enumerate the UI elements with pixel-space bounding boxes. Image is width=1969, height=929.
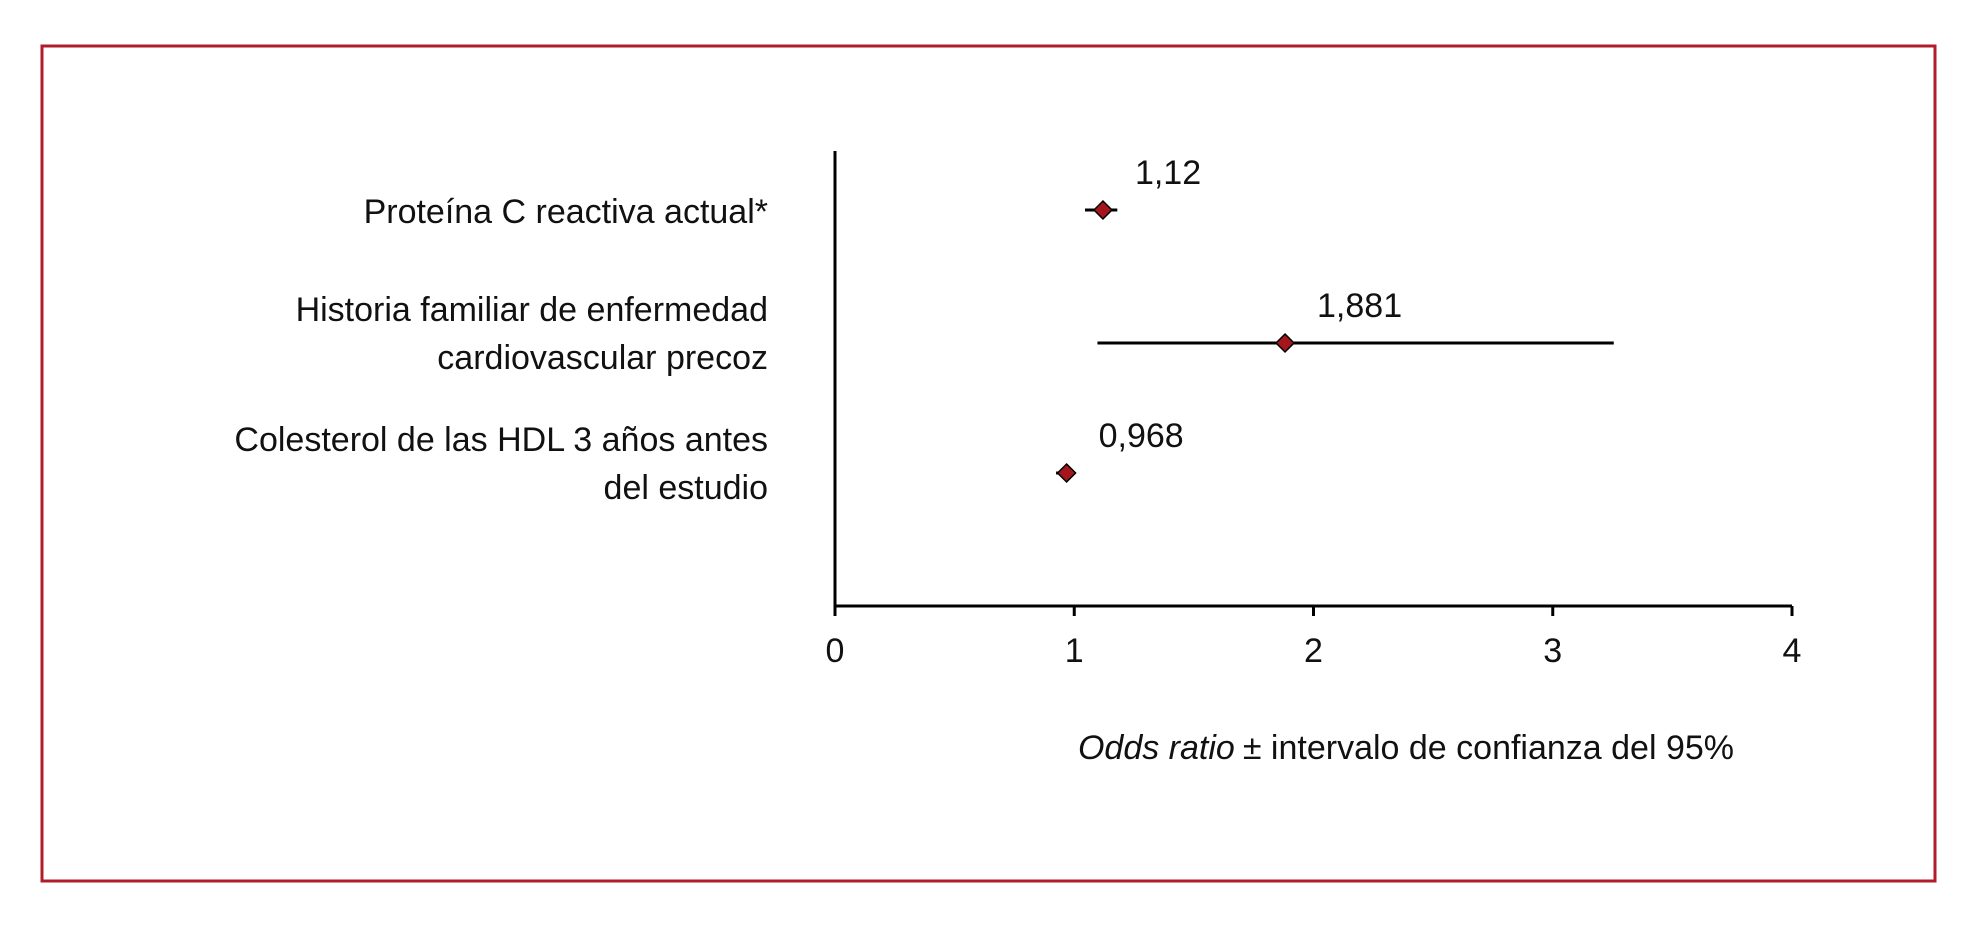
x-axis-label-italic: Odds ratio xyxy=(1078,729,1235,767)
category-label: Historia familiar de enfermedad xyxy=(296,291,768,329)
x-axis-label-rest: ± intervalo de confianza del 95% xyxy=(1243,729,1734,767)
value-label: 1,881 xyxy=(1317,287,1402,325)
category-label: cardiovascular precoz xyxy=(437,339,768,377)
category-label: Colesterol de las HDL 3 años antes xyxy=(234,421,768,459)
point-marker xyxy=(1092,199,1114,221)
category-label: Proteína C reactiva actual* xyxy=(364,193,768,231)
frame xyxy=(40,44,1937,883)
x-tick-label: 3 xyxy=(1543,632,1562,670)
point-marker xyxy=(1056,462,1077,484)
x-tick-label: 1 xyxy=(1065,632,1084,670)
x-axis-label: Odds ratio ± intervalo de confianza del 9… xyxy=(1078,729,1734,767)
x-tick-label: 0 xyxy=(826,632,845,670)
value-label: 1,12 xyxy=(1135,154,1201,192)
category-label: del estudio xyxy=(604,469,768,507)
value-label: 0,968 xyxy=(1099,417,1184,455)
x-tick-label: 4 xyxy=(1783,632,1802,670)
point-marker xyxy=(1274,332,1296,354)
x-tick-label: 2 xyxy=(1304,632,1323,670)
